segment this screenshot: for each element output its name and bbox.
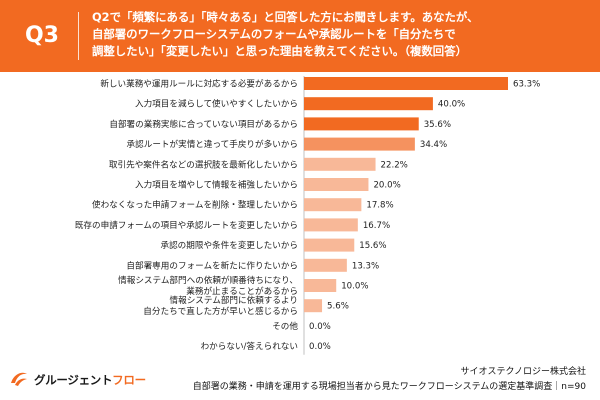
category-label: 情報システム部門への依頼が順番待ちになり、 [118, 274, 298, 286]
value-label: 13.3% [352, 261, 379, 271]
logo-text: グルージェントフロー [34, 372, 146, 388]
category-label: 承認の期限や条件を変更したいから [160, 239, 298, 251]
value-label: 40.0% [438, 100, 465, 110]
footer-survey-note: 自部署の業務・申請を運用する現場担当者から見たワークフローシステムの選定基準調査… [192, 382, 586, 392]
value-label: 0.0% [309, 342, 331, 352]
value-label: 10.0% [341, 282, 368, 292]
bar [304, 238, 355, 252]
value-label: 17.8% [366, 201, 393, 211]
value-label: 15.6% [359, 241, 386, 251]
bar [304, 77, 508, 90]
category-label: その他 [272, 320, 298, 332]
logo-text-orange: フロー [112, 373, 146, 387]
bar [304, 299, 323, 313]
bar [304, 198, 362, 212]
bar [304, 258, 347, 272]
bar [304, 97, 433, 111]
question-number: Q3 [24, 23, 59, 48]
question-line-3: 調整したい」「変更したい」と思った理由を教えてください。（複数回答） [92, 44, 467, 58]
bar [304, 279, 337, 292]
footer-company: サイオステクノロジー株式会社 [460, 367, 586, 377]
value-label: 34.4% [420, 140, 447, 150]
value-label: 63.3% [513, 80, 540, 90]
logo-text-black: グルージェント [34, 373, 113, 387]
bar [304, 218, 358, 232]
bar-chart: 新しい業務や運用ルールに対応する必要があるから 63.3% 入力項目を減らして使いや… [75, 76, 540, 355]
value-label: 20.0% [373, 181, 400, 191]
question-line-2: 自部署のワークフローシステムのフォームや承認ルートを「自分たちで [92, 27, 456, 41]
question-line-1: Q2で「頻繁にある」「時々ある」と回答した方にお聞きします。あなたが、 [92, 10, 479, 24]
category-label: わからない/答えられない [201, 340, 298, 352]
value-label: 22.2% [381, 160, 408, 170]
value-label: 35.6% [424, 120, 451, 130]
value-label: 5.6% [327, 302, 349, 312]
category-label: 承認ルートが実情と違って手戻りが多いから [127, 138, 298, 150]
category-label: 新しい業務や運用ルールに対応する必要があるから [100, 78, 298, 90]
bar [304, 117, 419, 131]
category-label: 既存の申請フォームの項目や承認ルートを変更したいから [75, 219, 298, 231]
category-label: 使わなくなった申請フォームを削除・整理したいから [92, 199, 298, 211]
header-divider [78, 12, 79, 60]
category-label: 自分たちで直した方が早いと感じるから [143, 305, 298, 317]
swoosh-logo-icon [11, 372, 27, 386]
question-text: Q2で「頻繁にある」「時々ある」と回答した方にお聞きします。あなたが、 自部署の… [92, 9, 592, 60]
category-label: 入力項目を減らして使いやすくしたいから [135, 98, 298, 110]
brand-logo: グルージェントフロー [8, 368, 158, 392]
question-header: Q3 Q2で「頻繁にある」「時々ある」と回答した方にお聞きします。あなたが、 自… [0, 0, 600, 72]
bar [304, 157, 376, 171]
category-label: 自部署専用のフォームを新たに作りたいから [126, 259, 298, 271]
value-label: 0.0% [309, 322, 331, 332]
bar [304, 178, 369, 191]
value-label: 16.7% [363, 221, 390, 231]
bar [304, 137, 415, 151]
category-label: 自部署の業務実態に合っていない項目があるから [109, 118, 298, 130]
category-label: 取引先や案件名などの選択肢を最新化したいから [109, 158, 298, 170]
category-label: 業務が止まることがあるから [186, 285, 298, 297]
category-label: 情報システム部門に依頼するより [170, 294, 298, 306]
category-label: 入力項目を増やして情報を補強したいから [135, 179, 298, 191]
